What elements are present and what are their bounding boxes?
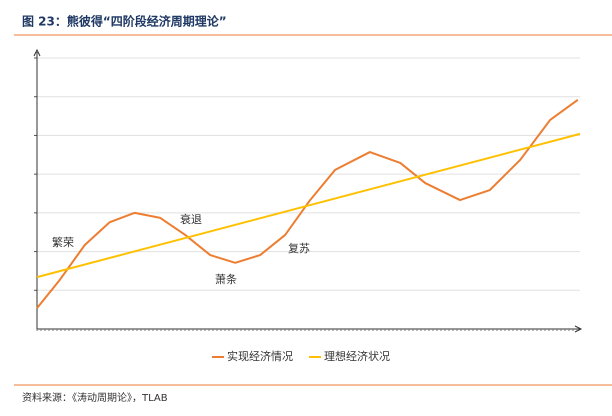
annotation: 衰退	[180, 212, 202, 226]
legend-label: 理想经济状况	[324, 349, 390, 363]
source: 资料来源：《涛动周期论》，TLAB	[22, 391, 168, 404]
annotation: 复苏	[288, 241, 310, 255]
annotation: 萧条	[215, 272, 237, 286]
chart-title: 图 23：熊彼得“四阶段经济周期理论”	[22, 14, 227, 29]
y-axis-arrow	[33, 48, 41, 57]
line	[36, 99, 579, 309]
line	[36, 132, 581, 279]
annotation: 繁荣	[52, 235, 74, 249]
legend-label: 实现经济情况	[227, 349, 293, 363]
